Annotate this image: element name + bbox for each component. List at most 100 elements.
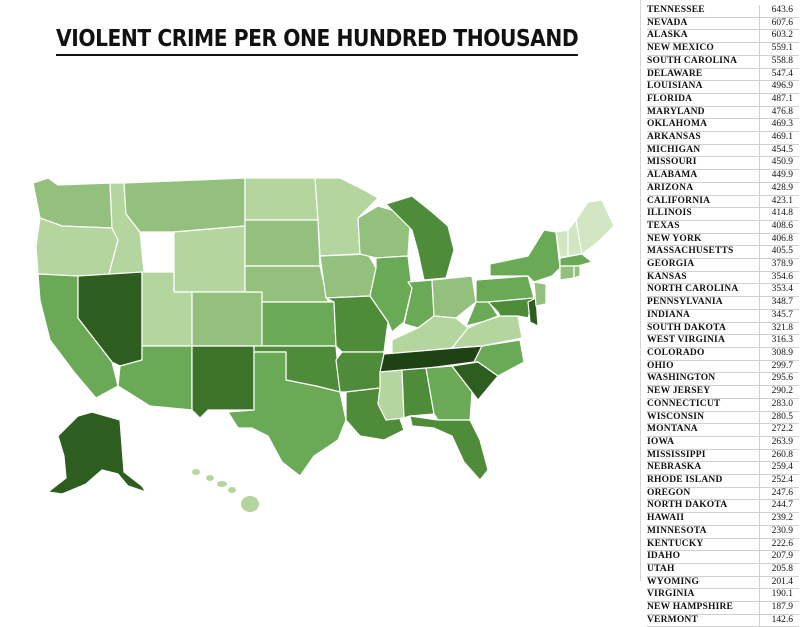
state-name-cell: FLORIDA <box>647 93 760 107</box>
state-alabama[interactable] <box>401 367 435 419</box>
state-name-cell: ARIZONA <box>647 182 760 196</box>
state-west-virginia[interactable] <box>465 299 499 327</box>
state-south-dakota[interactable] <box>244 219 321 267</box>
state-name-cell: NORTH DAKOTA <box>647 499 760 514</box>
state-name-cell: VIRGINIA <box>647 588 760 603</box>
crime-rate-cell: 316.3 <box>759 334 799 348</box>
state-north-dakota[interactable] <box>244 177 319 221</box>
table-row: GEORGIA 378.9 <box>647 258 799 272</box>
state-arkansas[interactable] <box>335 351 385 393</box>
crime-rate-cell: 547.4 <box>759 68 799 82</box>
state-texas[interactable] <box>227 351 347 477</box>
crime-rate-cell: 449.9 <box>759 169 799 183</box>
state-name-cell: TEXAS <box>647 220 760 234</box>
table-row: SOUTH DAKOTA 321.8 <box>647 322 799 336</box>
state-iowa[interactable] <box>319 253 377 299</box>
state-new-york[interactable] <box>489 229 561 283</box>
crime-rate-cell: 283.0 <box>759 398 799 412</box>
state-massachusetts[interactable] <box>559 253 593 267</box>
table-row: NEW HAMPSHIRE 187.9 <box>647 601 799 615</box>
state-kansas[interactable] <box>261 301 337 347</box>
crime-rate-cell: 252.4 <box>759 474 799 488</box>
table-row: KENTUCKY 222.6 <box>647 538 799 552</box>
state-montana[interactable] <box>123 177 246 233</box>
state-hawaii[interactable] <box>192 469 259 512</box>
crime-rate-cell: 469.1 <box>759 131 799 145</box>
crime-rate-cell: 205.8 <box>759 563 799 577</box>
state-name-cell: DELAWARE <box>647 68 760 82</box>
crime-table-panel: TENNESSEE 643.6 NEVADA 607.6 ALASKA 603.2 NEW … <box>640 0 800 627</box>
crime-rate-cell: 476.8 <box>759 106 799 120</box>
state-name-cell: OKLAHOMA <box>647 118 760 133</box>
table-row: CONNECTICUT 283.0 <box>647 398 799 412</box>
state-wisconsin[interactable] <box>357 205 411 259</box>
table-row: HAWAII 239.2 <box>647 512 799 526</box>
crime-rate-cell: 559.1 <box>759 42 799 56</box>
crime-rate-cell: 496.9 <box>759 80 799 94</box>
table-row: OHIO 299.7 <box>647 360 799 374</box>
state-name-cell: KANSAS <box>647 271 760 285</box>
crime-rate-cell: 487.1 <box>759 93 799 107</box>
state-new-jersey[interactable] <box>533 281 547 307</box>
state-name-cell: ALABAMA <box>647 169 760 183</box>
state-name-cell: CALIFORNIA <box>647 195 760 209</box>
state-rhode-island[interactable] <box>573 265 581 279</box>
table-row: CALIFORNIA 423.1 <box>647 195 799 209</box>
table-row: SOUTH CAROLINA 558.8 <box>647 55 799 69</box>
state-name-cell: TENNESSEE <box>647 5 760 18</box>
state-pennsylvania[interactable] <box>475 275 535 303</box>
crime-rate-cell: 353.4 <box>759 283 799 298</box>
state-name-cell: MASSACHUSETTS <box>647 245 760 260</box>
state-name-cell: PENNSYLVANIA <box>647 296 760 310</box>
state-maryland[interactable] <box>487 297 535 319</box>
table-row: MISSOURI 450.9 <box>647 156 799 171</box>
state-name-cell: UTAH <box>647 563 760 577</box>
state-illinois[interactable] <box>369 255 413 333</box>
crime-rate-cell: 244.7 <box>759 499 799 514</box>
crime-rate-cell: 260.8 <box>759 449 799 463</box>
state-name-cell: LOUISIANA <box>647 80 760 94</box>
crime-rate-cell: 247.6 <box>759 487 799 501</box>
state-michigan[interactable] <box>385 195 455 281</box>
state-name-cell: NEW JERSEY <box>647 385 760 399</box>
crime-rate-cell: 558.8 <box>759 55 799 69</box>
state-ohio[interactable] <box>431 275 477 319</box>
state-south-carolina[interactable] <box>451 361 499 401</box>
state-connecticut[interactable] <box>559 265 575 281</box>
state-alaska[interactable] <box>47 411 147 495</box>
table-row: KANSAS 354.6 <box>647 271 799 285</box>
state-maine[interactable] <box>575 199 615 255</box>
table-row: WEST VIRGINIA 316.3 <box>647 334 799 348</box>
table-row: VIRGINIA 190.1 <box>647 588 799 603</box>
table-row: MINNESOTA 230.9 <box>647 525 799 539</box>
table-row: NORTH CAROLINA 353.4 <box>647 283 799 298</box>
crime-rate-cell: 259.4 <box>759 461 799 476</box>
state-florida[interactable] <box>409 415 489 481</box>
state-colorado[interactable] <box>191 291 263 347</box>
state-wyoming[interactable] <box>173 225 246 293</box>
map-panel: VIOLENT CRIME PER ONE HUNDRED THOUSAND <box>33 26 615 512</box>
crime-rate-cell: 454.5 <box>759 144 799 158</box>
table-row: PENNSYLVANIA 348.7 <box>647 296 799 310</box>
crime-rate-cell: 321.8 <box>759 322 799 336</box>
crime-rate-cell: 280.5 <box>759 411 799 425</box>
state-mississippi[interactable] <box>377 369 405 421</box>
state-name-cell: NEW HAMPSHIRE <box>647 601 760 615</box>
table-row: TEXAS 408.6 <box>647 220 799 234</box>
state-new-mexico[interactable] <box>191 345 255 419</box>
state-name-cell: MINNESOTA <box>647 525 760 539</box>
crime-rate-cell: 190.1 <box>759 588 799 603</box>
crime-rate-cell: 230.9 <box>759 525 799 539</box>
table-row: LOUISIANA 496.9 <box>647 80 799 94</box>
state-name-cell: SOUTH CAROLINA <box>647 55 760 69</box>
crime-rate-cell: 354.6 <box>759 271 799 285</box>
table-row: NEW YORK 406.8 <box>647 233 799 247</box>
crime-rate-cell: 607.6 <box>759 17 799 31</box>
crime-rate-cell: 406.8 <box>759 233 799 247</box>
crime-rate-cell: 222.6 <box>759 538 799 552</box>
crime-rate-cell: 428.9 <box>759 182 799 196</box>
state-name-cell: NEVADA <box>647 17 760 31</box>
table-row: RHODE ISLAND 252.4 <box>647 474 799 488</box>
crime-rate-cell: 239.2 <box>759 512 799 526</box>
state-name-cell: ALASKA <box>647 29 760 44</box>
